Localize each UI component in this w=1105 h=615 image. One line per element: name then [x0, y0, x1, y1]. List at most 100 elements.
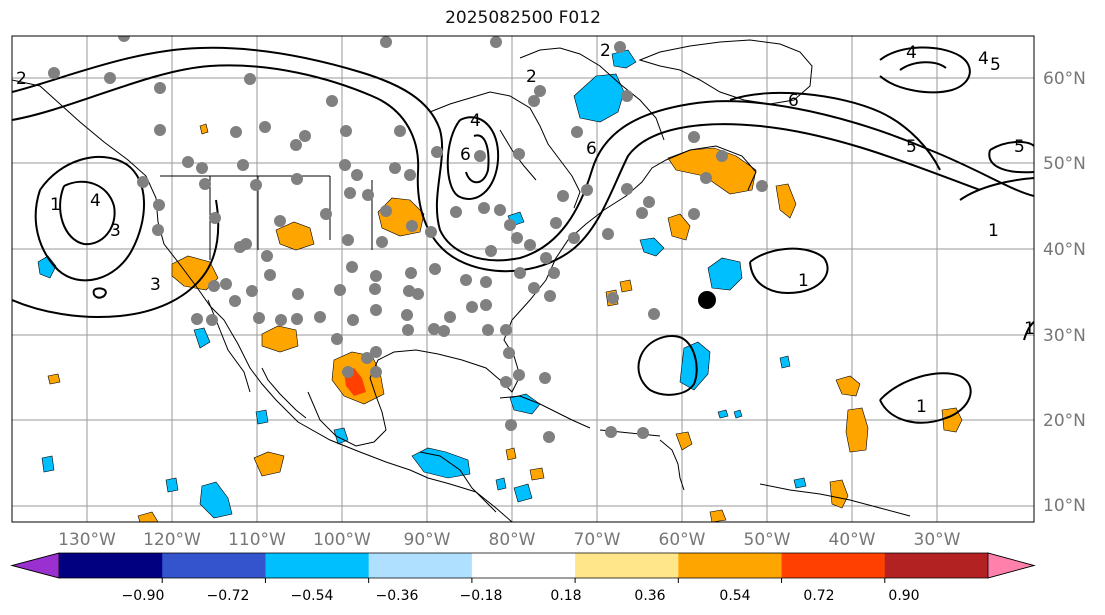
contour-label: 2	[526, 67, 537, 87]
lat-label: 40°N	[1043, 240, 1086, 260]
station-dot	[474, 150, 486, 162]
station-dot	[361, 352, 373, 364]
station-dot	[246, 285, 258, 297]
lon-label: 90°W	[404, 530, 451, 550]
target-marker	[698, 291, 716, 309]
station-dot	[229, 295, 241, 307]
station-dot	[528, 282, 540, 294]
station-dot	[380, 205, 392, 217]
station-dot	[220, 278, 232, 290]
colorbar-segment	[59, 553, 163, 578]
lat-label: 10°N	[1043, 496, 1086, 516]
station-dot	[380, 36, 392, 48]
lon-label: 40°W	[829, 530, 876, 550]
station-dot	[250, 179, 262, 191]
longitude-axis: 130°W 120°W 110°W 100°W 90°W 80°W 70°W 6…	[58, 530, 961, 550]
station-dot	[394, 125, 406, 137]
contour-label: 5	[906, 137, 917, 157]
colorbar-tick-label: 0.36	[634, 588, 665, 604]
station-dot	[291, 313, 303, 325]
station-dot	[118, 36, 130, 42]
colorbar-segment	[575, 553, 679, 578]
station-dot	[347, 314, 359, 326]
colorbar-tick-label: −0.18	[460, 588, 503, 604]
contour-label: 4	[906, 43, 917, 63]
lat-label: 30°N	[1043, 326, 1086, 346]
station-dot	[320, 208, 332, 220]
colorbar-outline	[10, 552, 1036, 579]
colorbar-tick-label: 0.18	[550, 588, 581, 604]
station-dot	[274, 215, 286, 227]
station-dot	[340, 125, 352, 137]
station-dot	[450, 206, 462, 218]
station-dot	[621, 90, 633, 102]
station-dot	[528, 95, 540, 107]
station-dot	[199, 178, 211, 190]
station-dot	[299, 130, 311, 142]
contour-label: 1	[50, 195, 61, 215]
station-dot	[568, 232, 580, 244]
station-dot	[648, 308, 660, 320]
station-dot	[290, 139, 302, 151]
contour-label: 6	[460, 145, 471, 165]
station-dot	[500, 376, 512, 388]
station-dot	[478, 202, 490, 214]
station-dot	[482, 324, 494, 336]
station-dot	[490, 36, 502, 48]
station-dot	[480, 299, 492, 311]
station-dot	[342, 366, 354, 378]
station-dot	[191, 313, 203, 325]
station-dot	[621, 183, 633, 195]
station-dot	[234, 241, 246, 253]
station-dot	[466, 301, 478, 313]
station-dot	[331, 333, 343, 345]
station-dot	[342, 234, 354, 246]
station-dot	[405, 267, 417, 279]
contour-label: 2	[16, 69, 27, 89]
colorbar-segment	[162, 553, 266, 578]
station-dot	[334, 284, 346, 296]
station-dot	[756, 180, 768, 192]
station-dots	[48, 36, 768, 443]
station-dot	[514, 267, 526, 279]
station-dot	[444, 311, 456, 323]
contour-label: 1	[916, 397, 927, 417]
station-dot	[346, 261, 358, 273]
station-dot	[500, 324, 512, 336]
station-dot	[504, 219, 516, 231]
station-dot	[389, 162, 401, 174]
contour-label: 4	[978, 49, 989, 69]
colorbar	[10, 552, 1036, 583]
station-dot	[369, 283, 381, 295]
map-title: 2025082500 F012	[445, 8, 601, 28]
station-dot	[154, 124, 166, 136]
colorbar-ticks: −0.90 −0.72 −0.54 −0.36 −0.18 0.18 0.36 …	[122, 588, 920, 604]
station-dot	[48, 67, 60, 79]
colorbar-tick-label: 0.90	[888, 588, 919, 604]
station-dot	[402, 324, 414, 336]
colorbar-segment	[781, 553, 886, 578]
station-dot	[438, 325, 450, 337]
lon-label: 50°W	[744, 530, 791, 550]
map-frame	[11, 35, 1035, 523]
station-dot	[259, 121, 271, 133]
station-dot	[688, 208, 700, 220]
station-dot	[534, 85, 546, 97]
colorbar-extend-high	[987, 552, 1036, 579]
colorbar-segment	[471, 553, 576, 578]
station-dot	[700, 172, 712, 184]
station-dot	[351, 169, 363, 181]
station-dot	[550, 217, 562, 229]
station-dot	[543, 431, 555, 443]
lon-label: 120°W	[143, 530, 201, 550]
station-dot	[326, 95, 338, 107]
station-dot	[261, 250, 273, 262]
station-dot	[370, 304, 382, 316]
station-dot	[253, 312, 265, 324]
station-dot	[429, 263, 441, 275]
station-dot	[460, 274, 472, 286]
station-dot	[540, 252, 552, 264]
station-dot	[104, 72, 116, 84]
colorbar-tick-label: −0.36	[376, 588, 419, 604]
